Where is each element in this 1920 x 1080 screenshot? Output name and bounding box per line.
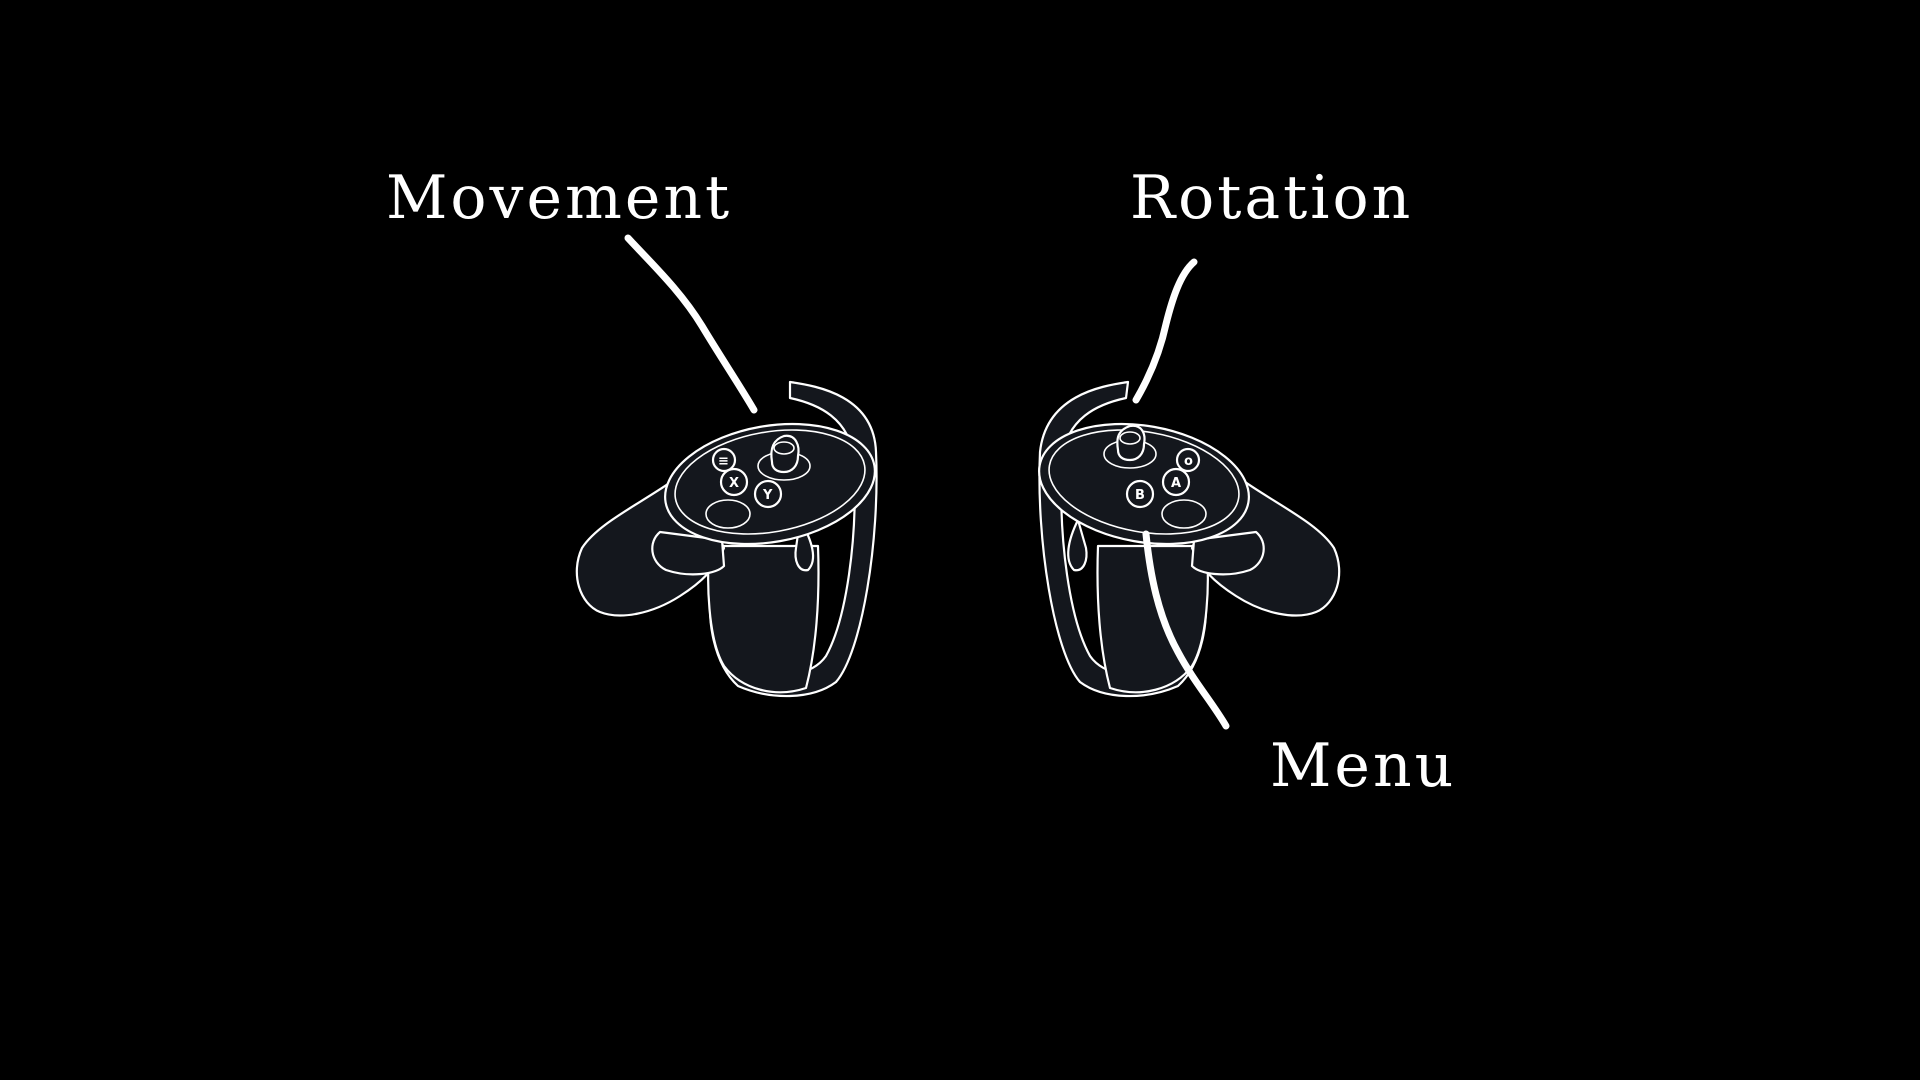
svg-text:X: X [729,476,739,491]
menu-leader-line [1142,530,1230,730]
right-thumbstick-icon [1116,424,1146,462]
rotation-label: Rotation [1130,163,1413,233]
svg-text:≡: ≡ [718,454,729,469]
movement-label: Movement [386,163,732,233]
right-trigger [1190,530,1265,576]
right-face-plate-inner [1048,429,1240,535]
svg-text:o: o [1184,454,1193,469]
svg-text:B: B [1135,488,1145,503]
rotation-leader-line [1132,258,1198,404]
right-side-grip [1067,518,1088,572]
left-menu-button: ≡ [711,447,737,473]
left-trigger [651,530,726,576]
svg-text:A: A [1171,476,1181,491]
left-grip [707,544,820,694]
right-b-button: B [1125,479,1155,509]
left-touch-controller-icon: ≡ Y X [575,380,878,698]
left-thumb-rest [705,499,751,529]
right-touch-controller-icon: B A o [1038,380,1341,698]
right-a-button: A [1161,467,1191,497]
svg-text:Y: Y [762,488,773,503]
left-x-button: X [719,467,749,497]
left-face-plate-inner [674,429,866,535]
movement-leader-line [624,234,758,414]
menu-label: Menu [1270,731,1456,801]
left-y-button: Y [753,479,783,509]
right-thumb-rest [1161,499,1207,529]
right-oculus-button: o [1175,447,1201,473]
